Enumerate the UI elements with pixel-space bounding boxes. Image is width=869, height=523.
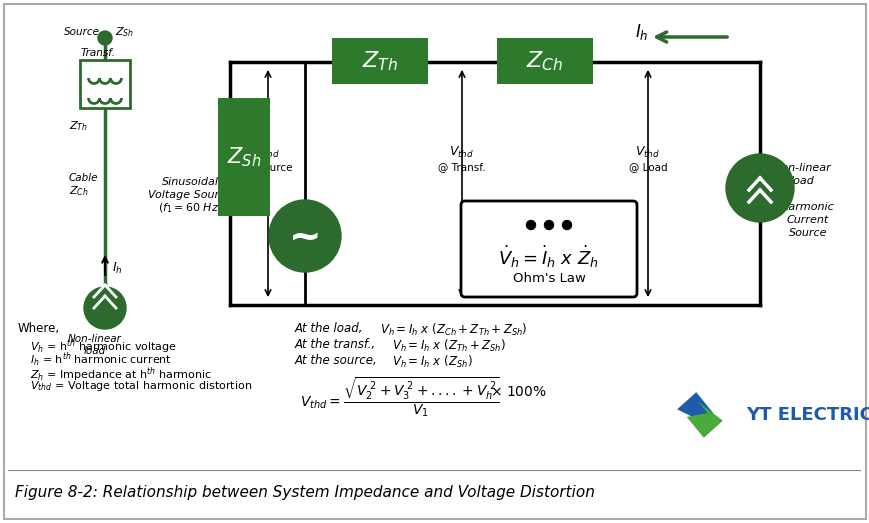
Text: $\dot{V}_h = \dot{I}_h\ x\ \dot{Z}_h$: $\dot{V}_h = \dot{I}_h\ x\ \dot{Z}_h$ [498,244,599,270]
Text: $Z_{Th}$: $Z_{Th}$ [69,119,88,133]
Text: $V_h$ = h$^{th}$ harmonic voltage: $V_h$ = h$^{th}$ harmonic voltage [30,337,177,356]
Text: $V_{thd}$ = Voltage total harmonic distortion: $V_{thd}$ = Voltage total harmonic disto… [30,379,252,393]
Bar [496,38,593,84]
Text: YT ELECTRIC: YT ELECTRIC [745,406,869,424]
Text: $I_h$: $I_h$ [112,260,123,276]
Text: $I_h$: $I_h$ [634,22,647,42]
Circle shape [526,221,535,230]
Text: $Z_{Ch}$: $Z_{Ch}$ [69,184,89,198]
Text: Sinusoidal: Sinusoidal [162,177,218,187]
Text: At the transf.,: At the transf., [295,338,375,351]
Text: Source: Source [64,27,100,37]
Text: $Z_{Sh}$: $Z_{Sh}$ [227,145,261,169]
Text: Transf.: Transf. [81,48,116,58]
Text: @ Transf.: @ Transf. [438,162,485,172]
Text: @ Load: @ Load [628,162,667,172]
Text: load: load [790,176,814,186]
Text: $Z_{Th}$: $Z_{Th}$ [362,49,397,73]
Bar [332,38,428,84]
Text: $V_h = I_h\ x\ (Z_{Sh})$: $V_h = I_h\ x\ (Z_{Sh})$ [392,354,472,370]
Bar [80,60,129,108]
Text: $V_{thd}$: $V_{thd}$ [449,144,474,160]
Text: Voltage Source: Voltage Source [148,190,232,200]
Circle shape [84,287,126,329]
Text: Source: Source [788,228,826,238]
Text: Figure 8-2: Relationship between System Impedance and Voltage Distortion: Figure 8-2: Relationship between System … [15,484,594,499]
Text: @ Source: @ Source [243,162,292,172]
Polygon shape [686,402,722,438]
Text: $Z_h$ = Impedance at h$^{th}$ harmonic: $Z_h$ = Impedance at h$^{th}$ harmonic [30,365,212,383]
Text: $V_{thd}$: $V_{thd}$ [255,144,280,160]
FancyBboxPatch shape [461,201,636,297]
Text: load: load [83,346,106,356]
Text: At the load,: At the load, [295,322,363,335]
Circle shape [562,221,571,230]
Text: $V_{thd} = \dfrac{\sqrt{V_2^{\ 2}+V_3^{\ 2}+....+V_h^{\ 2}}}{V_1}$: $V_{thd} = \dfrac{\sqrt{V_2^{\ 2}+V_3^{\… [300,375,500,418]
Text: $V_h = I_h\ x\ (Z_{Th} + Z_{Sh})$: $V_h = I_h\ x\ (Z_{Th} + Z_{Sh})$ [392,338,505,354]
Text: $(f_1 = 60\ Hz)$: $(f_1 = 60\ Hz)$ [157,201,222,215]
Text: $\times\ 100\%$: $\times\ 100\%$ [489,385,547,399]
Circle shape [544,221,553,230]
Text: Cable: Cable [69,173,98,183]
Bar [218,98,269,216]
Circle shape [269,200,341,272]
Text: Non-linear: Non-linear [68,334,122,344]
Text: $V_{thd}$: $V_{thd}$ [634,144,660,160]
Text: $Z_{Sh}$: $Z_{Sh}$ [115,25,134,39]
Text: $I_h$ = h$^{th}$ harmonic current: $I_h$ = h$^{th}$ harmonic current [30,351,172,369]
Text: Current: Current [786,215,828,225]
Polygon shape [676,392,713,428]
Text: At the source,: At the source, [295,354,377,367]
Text: Harmonic: Harmonic [780,202,834,212]
Text: $V_h = I_h\ x\ (Z_{Ch} + Z_{Th} + Z_{Sh})$: $V_h = I_h\ x\ (Z_{Ch} + Z_{Th} + Z_{Sh}… [380,322,527,338]
Text: $Z_{Ch}$: $Z_{Ch}$ [526,49,563,73]
Text: ~: ~ [289,219,321,257]
Text: Where,: Where, [18,322,60,335]
Circle shape [725,154,793,222]
Text: Ohm's Law: Ohm's Law [512,271,585,285]
Text: Non-linear: Non-linear [773,163,831,173]
Circle shape [98,31,112,45]
